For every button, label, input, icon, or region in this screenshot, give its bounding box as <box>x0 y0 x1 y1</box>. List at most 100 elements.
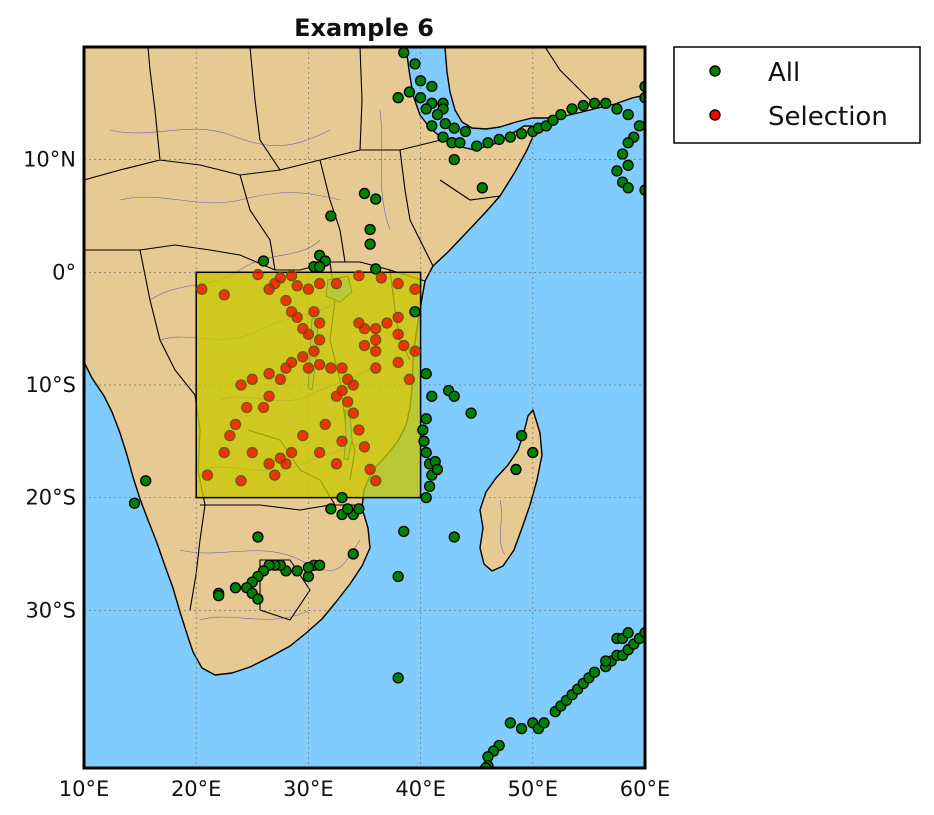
point-selection <box>263 390 275 402</box>
point-all <box>538 717 550 729</box>
point-all <box>370 263 382 275</box>
point-all <box>325 503 337 515</box>
point-selection <box>235 379 247 391</box>
point-all <box>336 491 348 504</box>
point-selection <box>409 345 421 357</box>
point-all <box>342 503 354 515</box>
y-tick-label: 10°N <box>23 148 76 172</box>
point-selection <box>392 311 404 324</box>
point-selection <box>313 359 326 371</box>
x-tick-label: 50°E <box>508 777 559 801</box>
point-all <box>392 570 404 583</box>
point-selection <box>370 322 382 335</box>
point-all <box>600 97 612 109</box>
point-all <box>403 86 416 98</box>
point-all <box>313 559 326 571</box>
legend-label-all: All <box>768 58 800 88</box>
point-selection <box>353 424 365 436</box>
point-all <box>622 182 634 194</box>
point-all <box>423 480 436 493</box>
point-all <box>257 255 270 267</box>
point-all <box>313 261 326 273</box>
point-all <box>448 531 460 543</box>
point-all <box>588 666 601 678</box>
point-selection <box>358 441 371 453</box>
point-all <box>611 165 623 177</box>
point-all <box>140 475 152 487</box>
point-selection <box>364 463 376 476</box>
point-selection <box>353 270 365 282</box>
point-all <box>347 548 359 560</box>
plot-frame <box>82 45 647 770</box>
legend: All Selection <box>673 46 921 144</box>
point-all <box>414 75 427 87</box>
point-all <box>418 435 430 447</box>
point-selection <box>280 458 292 470</box>
legend-marker-all <box>709 65 721 77</box>
point-all <box>420 103 432 115</box>
point-selection <box>196 283 208 295</box>
point-all <box>448 122 460 134</box>
y-tick-label: 20°S <box>25 486 76 510</box>
point-all <box>353 503 365 515</box>
point-all <box>515 430 528 442</box>
point-all <box>420 446 432 459</box>
point-selection <box>375 272 387 284</box>
point-selection <box>325 362 337 374</box>
point-selection <box>330 277 343 290</box>
point-selection <box>381 317 393 329</box>
point-all <box>417 424 429 436</box>
point-selection <box>218 446 230 459</box>
point-all <box>291 565 303 577</box>
point-all <box>370 193 382 205</box>
point-all <box>622 108 634 121</box>
selection-box[interactable] <box>195 271 422 499</box>
point-all <box>409 306 421 318</box>
point-all <box>622 627 634 639</box>
y-tick-label: 10°S <box>25 373 76 397</box>
x-tick-label: 20°E <box>171 777 222 801</box>
point-selection <box>302 283 315 295</box>
point-all <box>622 159 634 171</box>
point-all <box>515 128 528 140</box>
legend-box <box>673 46 921 144</box>
point-all <box>476 182 488 194</box>
point-selection <box>224 430 236 442</box>
point-all <box>426 120 438 132</box>
point-all <box>527 446 539 459</box>
point-selection <box>313 334 326 346</box>
point-selection <box>285 446 298 459</box>
x-tick-label: 10°E <box>59 777 110 801</box>
point-all <box>448 154 460 166</box>
point-all <box>364 238 376 250</box>
point-selection <box>263 368 275 380</box>
point-selection <box>392 328 404 340</box>
point-all <box>420 368 432 380</box>
point-all <box>252 531 264 543</box>
point-all <box>611 103 623 115</box>
point-all <box>510 463 522 476</box>
point-selection <box>274 373 287 385</box>
point-selection <box>297 430 309 442</box>
x-tick-label: 30°E <box>283 777 334 801</box>
point-all <box>392 92 404 104</box>
point-all <box>439 117 451 130</box>
point-selection <box>291 311 303 324</box>
madagascar-land <box>479 409 543 572</box>
point-selection <box>269 469 281 481</box>
point-selection <box>246 446 258 459</box>
point-selection <box>252 268 264 281</box>
point-selection <box>330 458 343 470</box>
point-all <box>392 672 404 684</box>
point-selection <box>313 277 326 290</box>
map-area[interactable] <box>84 47 650 773</box>
point-selection <box>392 277 404 290</box>
point-selection <box>358 339 371 352</box>
legend-marker-selection <box>709 109 721 121</box>
point-all <box>398 525 410 538</box>
point-selection <box>409 283 421 295</box>
point-selection <box>347 407 359 419</box>
point-selection <box>229 418 242 431</box>
point-selection <box>308 306 320 318</box>
point-selection <box>285 356 298 369</box>
